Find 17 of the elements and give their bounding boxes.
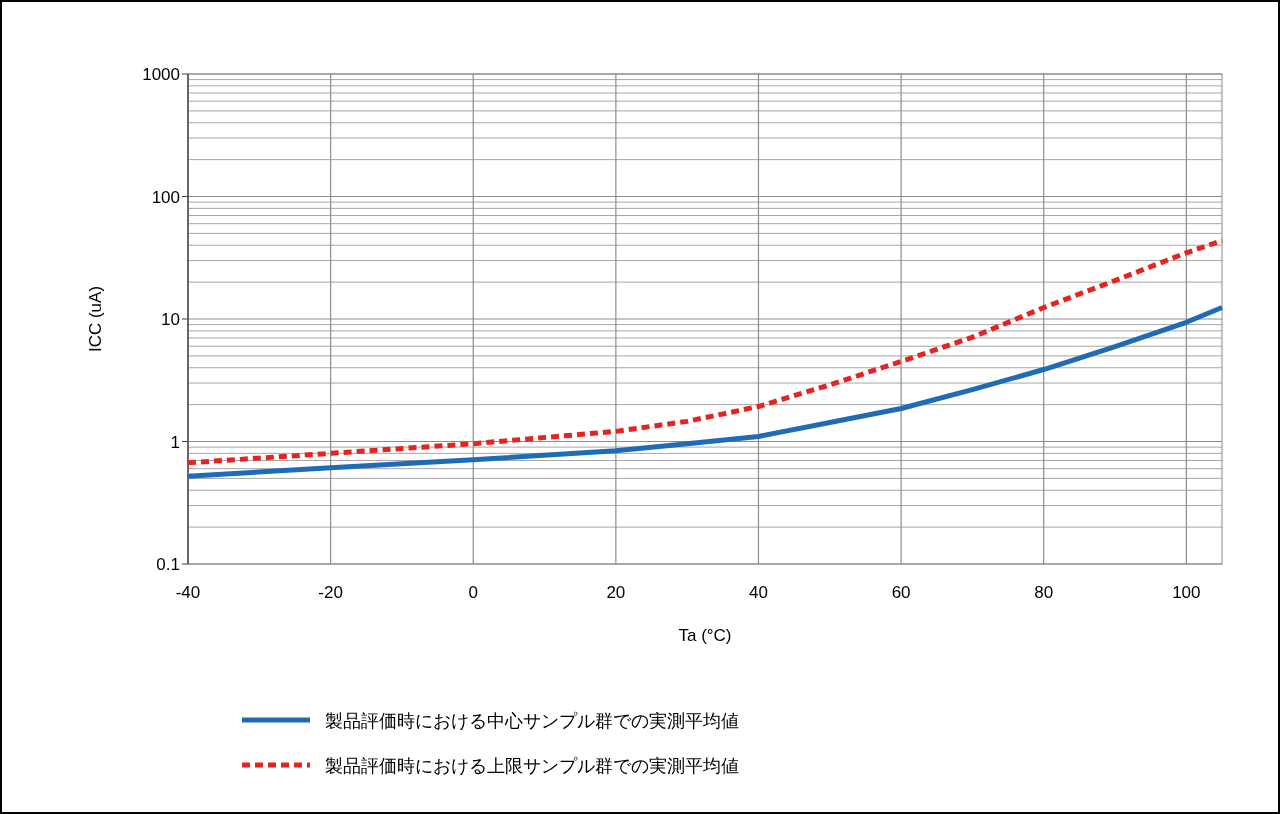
y-tick-label: 1000	[142, 65, 180, 84]
x-tick-label: 0	[468, 583, 478, 602]
y-tick-label: 100	[151, 187, 180, 207]
x-tick-label: 20	[606, 583, 626, 602]
x-tick-label: 40	[749, 583, 768, 602]
x-axis-title: Ta (°C)	[678, 626, 732, 645]
x-tick-label: 100	[1172, 583, 1201, 602]
x-tick-label: 80	[1034, 583, 1054, 602]
y-axis-title: ICC (uA)	[86, 285, 105, 353]
legend-label: 製品評価時における上限サンプル群での実測平均値	[325, 756, 739, 776]
y-tick-label: 1	[170, 432, 180, 452]
x-tick-label: 60	[891, 583, 911, 602]
legend-label: 製品評価時における中心サンプル群での実測平均値	[325, 711, 739, 731]
y-tick-label: 10	[161, 310, 180, 329]
y-tick-label: 0.1	[156, 555, 180, 574]
x-tick-label: -40	[175, 583, 201, 602]
x-tick-label: -20	[318, 583, 343, 602]
